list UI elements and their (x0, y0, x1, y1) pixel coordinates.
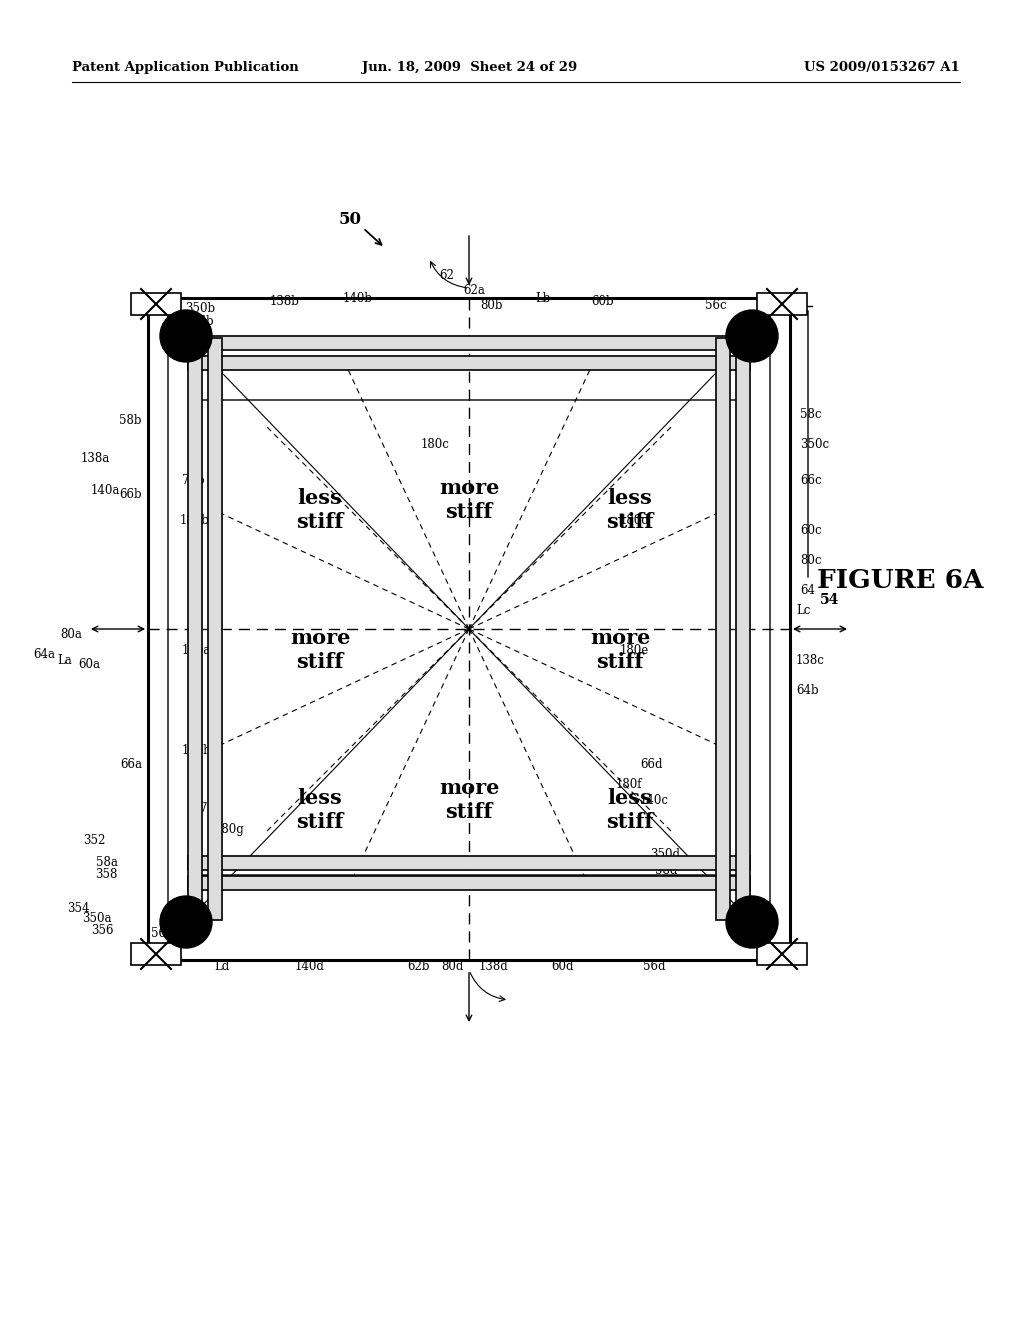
Text: more
stiff: more stiff (439, 779, 499, 821)
Text: 58c: 58c (800, 408, 821, 421)
Circle shape (726, 310, 778, 362)
Circle shape (726, 896, 778, 948)
Text: Lc: Lc (796, 603, 810, 616)
Text: 58d: 58d (655, 863, 677, 876)
Text: 64a: 64a (33, 648, 55, 661)
Text: 62: 62 (439, 269, 455, 282)
Text: 356: 356 (91, 924, 114, 936)
Text: 64b: 64b (796, 684, 818, 697)
Text: 50: 50 (339, 211, 361, 228)
Text: 180b: 180b (180, 513, 210, 527)
Text: 180g: 180g (215, 824, 245, 837)
Text: less
stiff: less stiff (296, 488, 344, 532)
Text: 350a: 350a (83, 912, 112, 924)
Bar (736, 338, 750, 920)
Text: 80c: 80c (800, 553, 821, 566)
Text: 138c: 138c (796, 653, 825, 667)
Text: 58b: 58b (120, 413, 142, 426)
Bar (148, 298, 790, 960)
Text: Lb: Lb (536, 292, 551, 305)
Bar (208, 338, 222, 920)
Text: 74a: 74a (200, 801, 222, 814)
Text: 138b: 138b (270, 294, 300, 308)
Text: 66b: 66b (120, 488, 142, 502)
Bar (716, 338, 730, 920)
Text: 350c: 350c (800, 438, 829, 451)
Text: 180a: 180a (182, 644, 211, 656)
Text: 56a: 56a (151, 927, 173, 940)
Text: 56c: 56c (706, 300, 727, 312)
Text: 62a: 62a (463, 284, 485, 297)
Text: 66a: 66a (120, 759, 142, 771)
Bar (188, 855, 750, 870)
Text: 140d: 140d (295, 960, 325, 973)
Text: 60b: 60b (592, 294, 614, 308)
Text: 60c: 60c (800, 524, 821, 536)
Circle shape (160, 310, 212, 362)
Text: 358: 358 (95, 869, 118, 882)
Bar (188, 337, 750, 350)
Text: 80a: 80a (60, 628, 82, 642)
Text: 180c: 180c (421, 438, 450, 451)
Text: Patent Application Publication: Patent Application Publication (72, 62, 299, 74)
Text: 138a: 138a (81, 451, 110, 465)
Text: 62b: 62b (407, 960, 429, 973)
Text: 350b: 350b (185, 302, 215, 315)
Text: 80d: 80d (440, 960, 463, 973)
Bar (188, 338, 202, 920)
Text: 74b: 74b (182, 474, 205, 487)
Text: 58a: 58a (96, 855, 118, 869)
Text: Ld: Ld (214, 960, 229, 973)
Text: 54: 54 (820, 593, 840, 607)
Text: 352: 352 (83, 833, 105, 846)
Bar (131, 293, 181, 315)
Text: 180f: 180f (616, 779, 642, 792)
Bar (188, 876, 750, 890)
Bar (131, 942, 181, 965)
Text: US 2009/0153267 A1: US 2009/0153267 A1 (804, 62, 961, 74)
Text: 56b: 56b (190, 315, 213, 327)
Text: 180e: 180e (620, 644, 649, 656)
Text: 350d: 350d (650, 849, 680, 862)
Bar (757, 942, 807, 965)
Text: La: La (57, 653, 72, 667)
Text: 180h: 180h (182, 743, 212, 756)
Text: 66c: 66c (800, 474, 821, 487)
Bar (757, 293, 807, 315)
Text: 56d: 56d (643, 960, 666, 973)
Text: 80b: 80b (480, 300, 503, 312)
Text: more
stiff: more stiff (439, 478, 499, 521)
Text: less
stiff: less stiff (606, 788, 653, 832)
Text: more
stiff: more stiff (590, 628, 650, 672)
Text: 140c: 140c (640, 793, 669, 807)
Text: less
stiff: less stiff (296, 788, 344, 832)
Bar (188, 356, 750, 370)
Text: 66d: 66d (640, 759, 663, 771)
Text: 354: 354 (68, 902, 90, 915)
Text: 60d: 60d (552, 960, 574, 973)
Text: FIGURE 6A: FIGURE 6A (817, 568, 983, 593)
Text: 140b: 140b (343, 292, 373, 305)
Text: 138d: 138d (478, 960, 508, 973)
Text: more
stiff: more stiff (290, 628, 350, 672)
Text: 64: 64 (800, 583, 815, 597)
Text: 60a: 60a (78, 659, 100, 672)
Text: less
stiff: less stiff (606, 488, 653, 532)
Circle shape (160, 896, 212, 948)
Text: 180d: 180d (620, 513, 650, 527)
Text: Jun. 18, 2009  Sheet 24 of 29: Jun. 18, 2009 Sheet 24 of 29 (362, 62, 578, 74)
Text: 140a: 140a (91, 483, 120, 496)
